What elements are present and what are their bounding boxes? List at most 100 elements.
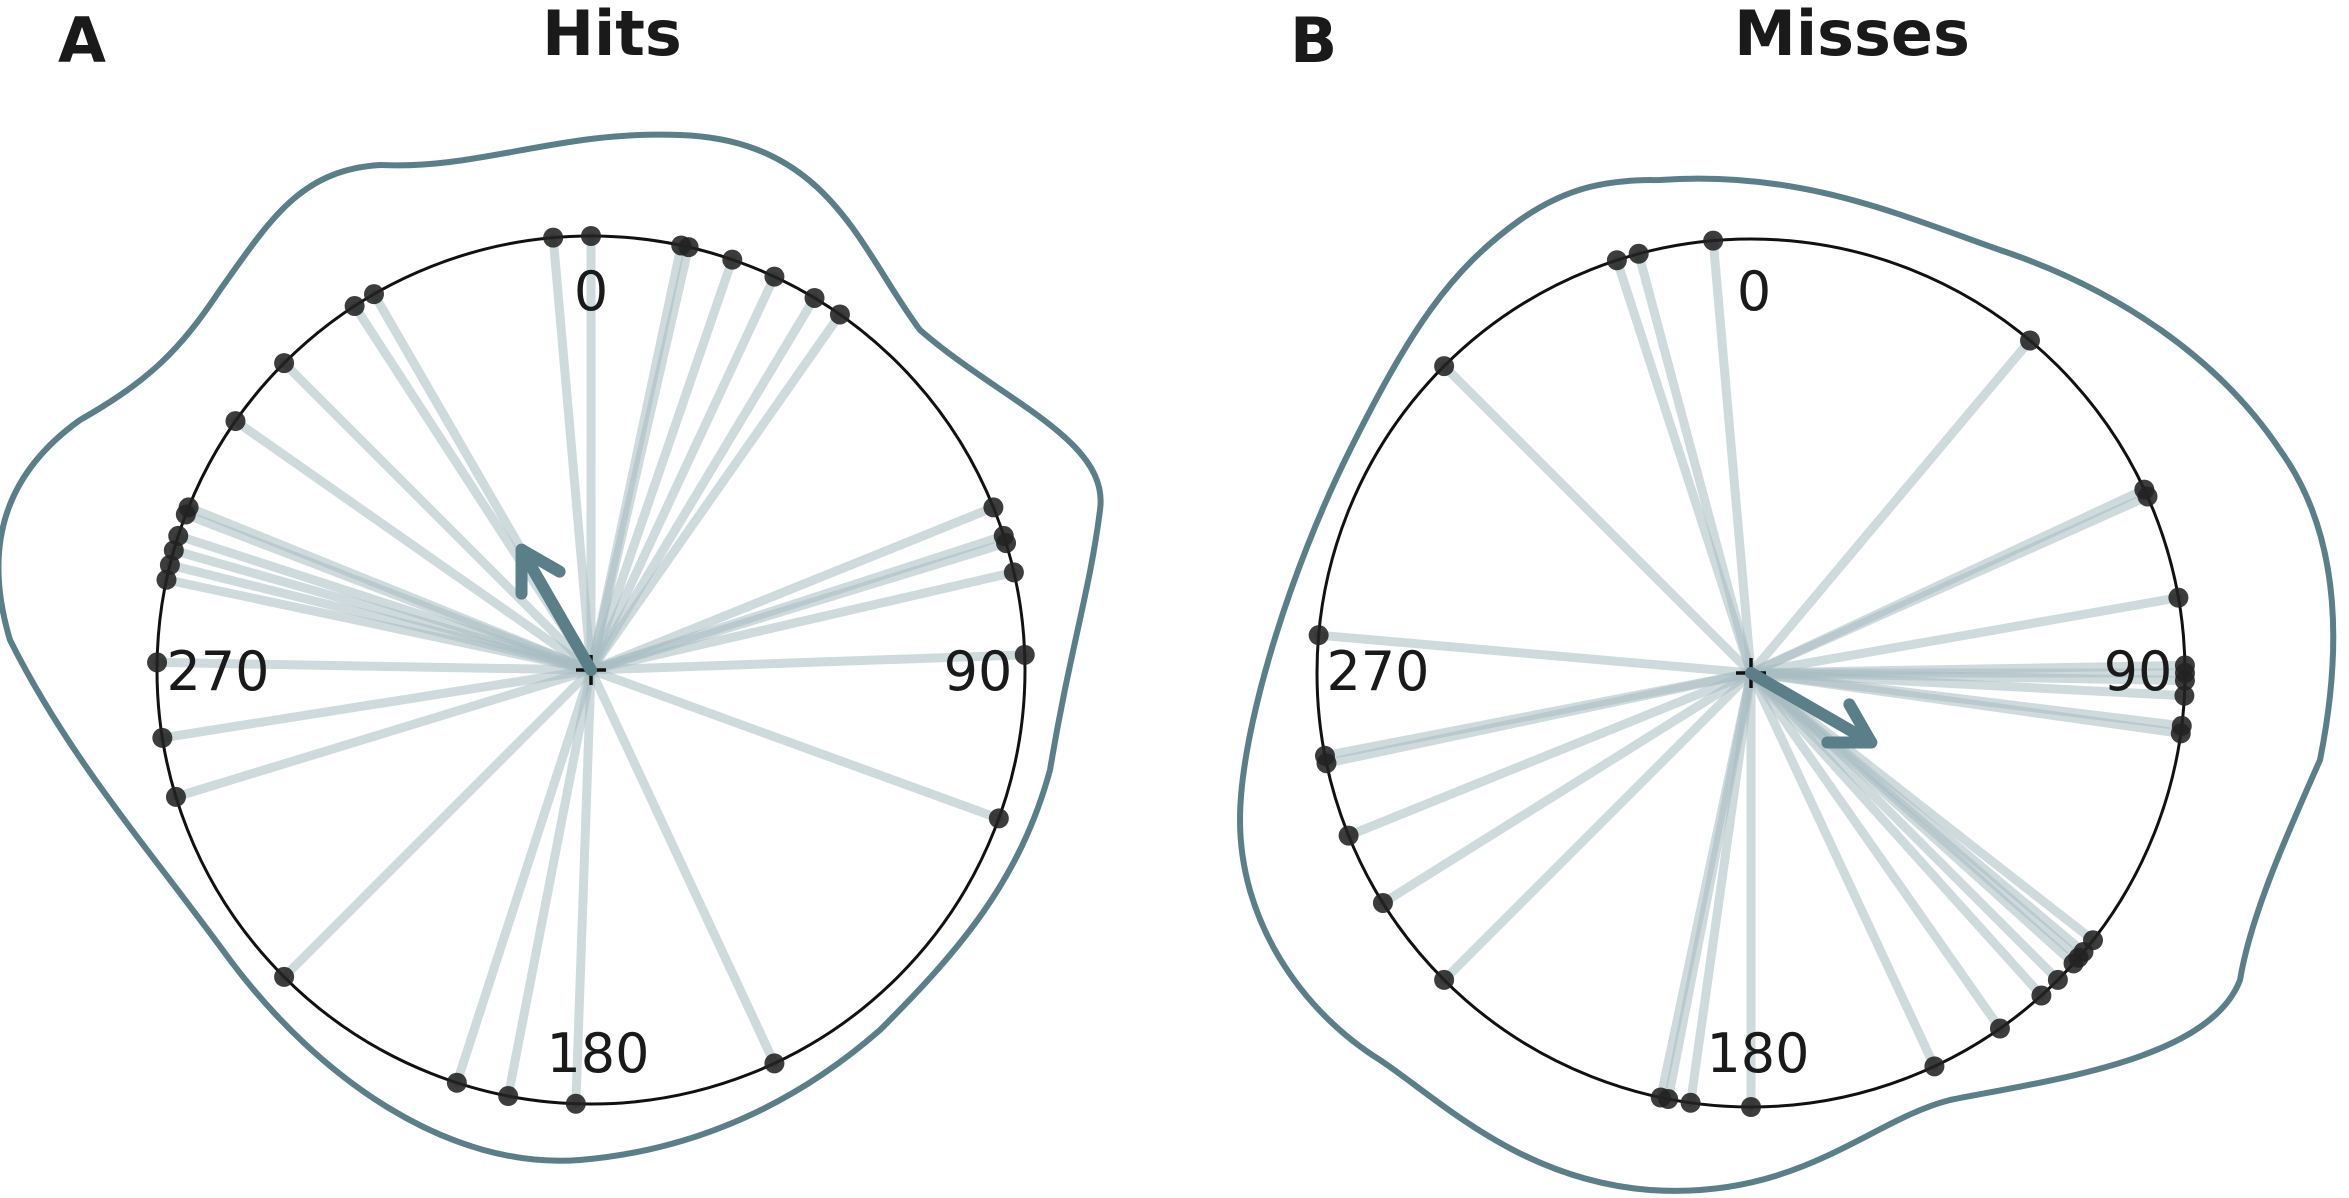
spoke-24 [157, 665, 596, 743]
tick-label-90: 90 [944, 640, 1013, 703]
spoke-14 [586, 538, 1011, 675]
panel-title-misses: Misses [1734, 0, 1970, 70]
data-point-31 [1308, 625, 1329, 646]
data-point-14 [996, 533, 1017, 554]
panel-misses: B Misses 0 90 180 270 [1236, 0, 2337, 1194]
spoke-4 [1746, 336, 2035, 678]
spoke-20 [503, 665, 596, 1101]
data-point-18 [764, 1053, 785, 1074]
data-point-17 [988, 808, 1009, 829]
data-point-1 [543, 227, 564, 248]
data-point-29 [168, 525, 189, 546]
spoke-23 [171, 665, 596, 802]
data-point-3 [678, 237, 699, 258]
spoke-11 [1746, 668, 2189, 701]
data-point-9 [344, 296, 365, 317]
spoke-0 [1708, 236, 1756, 678]
data-point-6 [804, 287, 825, 308]
spoke-27 [1378, 668, 1756, 908]
data-point-4 [722, 249, 743, 270]
spoke-30 [1320, 668, 1756, 761]
tick-label-90: 90 [2104, 640, 2173, 703]
spoke-31 [184, 502, 596, 675]
data-point-25 [1650, 1087, 1671, 1108]
spoke-15 [586, 567, 1019, 675]
data-point-0 [1703, 230, 1724, 251]
spoke-7 [1746, 593, 2183, 678]
spoke-10 [279, 358, 596, 675]
density-curve-misses [1236, 175, 2337, 1194]
mean-arrowhead [515, 543, 566, 600]
spoke-18 [586, 665, 779, 1068]
spoke-4 [586, 255, 737, 675]
spoke-21 [452, 665, 596, 1088]
spoke-16 [586, 650, 1030, 675]
spoke-11 [230, 416, 596, 675]
mean-arrow-hits [515, 543, 597, 676]
data-point-3 [1434, 356, 1455, 377]
data-point-7 [829, 304, 850, 325]
data-point-21 [446, 1072, 467, 1093]
data-point-16 [1014, 644, 1035, 665]
spoke-31 [1314, 630, 1756, 678]
tick-label-180: 180 [1706, 1022, 1809, 1085]
spoke-22 [279, 665, 596, 982]
spoke-12 [586, 502, 998, 675]
points-misses [1308, 230, 2195, 1117]
data-point-22 [1741, 1097, 1761, 1117]
data-point-1 [1628, 243, 1649, 264]
spokes-misses [1314, 236, 2190, 1112]
data-point-27 [1372, 892, 1393, 913]
data-point-12 [983, 497, 1004, 518]
spoke-28 [1344, 668, 1756, 841]
spoke-6 [586, 293, 820, 675]
data-point-21 [1924, 1056, 1945, 1077]
spoke-20 [1746, 668, 2005, 1034]
spoke-7 [586, 309, 845, 675]
data-point-7 [2168, 587, 2189, 608]
data-point-18 [2047, 969, 2068, 990]
spoke-1 [548, 233, 596, 675]
spoke-13 [1746, 668, 2186, 738]
data-point-26 [1434, 969, 1455, 990]
tick-label-270: 270 [166, 640, 269, 703]
data-point-8 [364, 284, 384, 305]
data-point-17 [2063, 953, 2084, 974]
data-point-20 [498, 1086, 519, 1107]
data-point-31 [178, 497, 199, 518]
data-point-23 [165, 786, 186, 807]
points-hits [147, 226, 1035, 1114]
tick-labels-misses: 0 90 180 270 [1326, 260, 2172, 1085]
spoke-25 [1656, 668, 1756, 1103]
data-point-13 [2170, 723, 2191, 744]
data-point-30 [1314, 745, 1335, 766]
spoke-17 [586, 665, 1004, 823]
panel-letter-a: A [58, 4, 106, 77]
density-curve-hits [0, 131, 1104, 1164]
spoke-21 [1746, 668, 1939, 1071]
spoke-19 [1746, 668, 2046, 1001]
tick-label-180: 180 [546, 1022, 649, 1085]
spoke-2 [1612, 255, 1756, 678]
panel-letter-b: B [1290, 4, 1337, 77]
data-point-28 [1338, 825, 1359, 846]
spokes-hits [152, 231, 1030, 1109]
spoke-3 [586, 242, 694, 675]
mean-vector [1745, 667, 1878, 749]
tick-label-270: 270 [1326, 640, 1429, 703]
mean-vector [515, 543, 597, 676]
data-point-19 [2031, 985, 2052, 1006]
mean-arrowhead [1821, 698, 1878, 749]
data-point-10 [2174, 670, 2195, 691]
panel-title-hits: Hits [542, 0, 682, 70]
spoke-26 [1439, 668, 1756, 985]
tick-labels-hits: 0 90 180 270 [166, 260, 1012, 1085]
mean-arrow-misses [1745, 667, 1878, 749]
tick-label-0: 0 [1737, 260, 1771, 323]
spoke-6 [1746, 491, 2152, 678]
data-point-4 [2019, 330, 2040, 351]
data-point-11 [2174, 685, 2195, 706]
data-point-22 [274, 966, 295, 987]
data-point-15 [1003, 562, 1024, 583]
